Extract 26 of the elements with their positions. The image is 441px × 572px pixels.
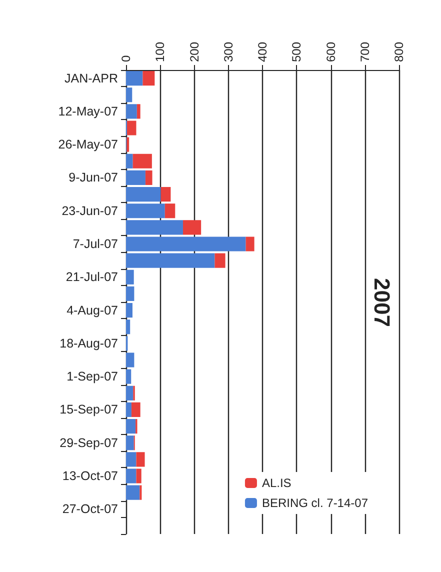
y-tick-label: JAN-APR [64,71,118,86]
y-tick-label: 15-Sep-07 [60,402,118,417]
y-tick-label: 18-Aug-07 [60,336,118,350]
y-tick-label: 12-May-07 [58,104,118,118]
y-tick-label: 7-Jul-07 [72,237,118,251]
y-tick-label: 27-Oct-07 [62,502,118,516]
y-tick-label: 1-Sep-07 [66,370,118,384]
y-tick-label: 29-Sep-07 [60,436,118,450]
y-tick-label: 21-Jul-07 [66,270,118,284]
legend-label: AL.IS [262,476,292,490]
x-tick-label: 0 [119,55,133,62]
y-tick-label: 9-Jun-07 [68,170,118,185]
y-tick-label: 23-Jun-07 [62,204,118,218]
y-tick-label: 4-Aug-07 [66,303,118,318]
y-tick-label: 13-Oct-07 [62,469,118,483]
x-tick-label: 200 [187,42,202,62]
x-tick-label: 600 [324,42,338,62]
x-tick-label: 100 [153,42,168,62]
text: 2007 [370,278,394,327]
x-tick-label: 800 [392,42,406,62]
x-tick-label: 300 [221,42,236,62]
x-tick-label: 700 [358,42,372,62]
y-tick-label: 26-May-07 [58,138,118,152]
x-tick-label: 500 [290,42,304,62]
legend-label: BERING cl. 7-14-07 [262,496,368,510]
x-tick-label: 400 [256,42,270,62]
